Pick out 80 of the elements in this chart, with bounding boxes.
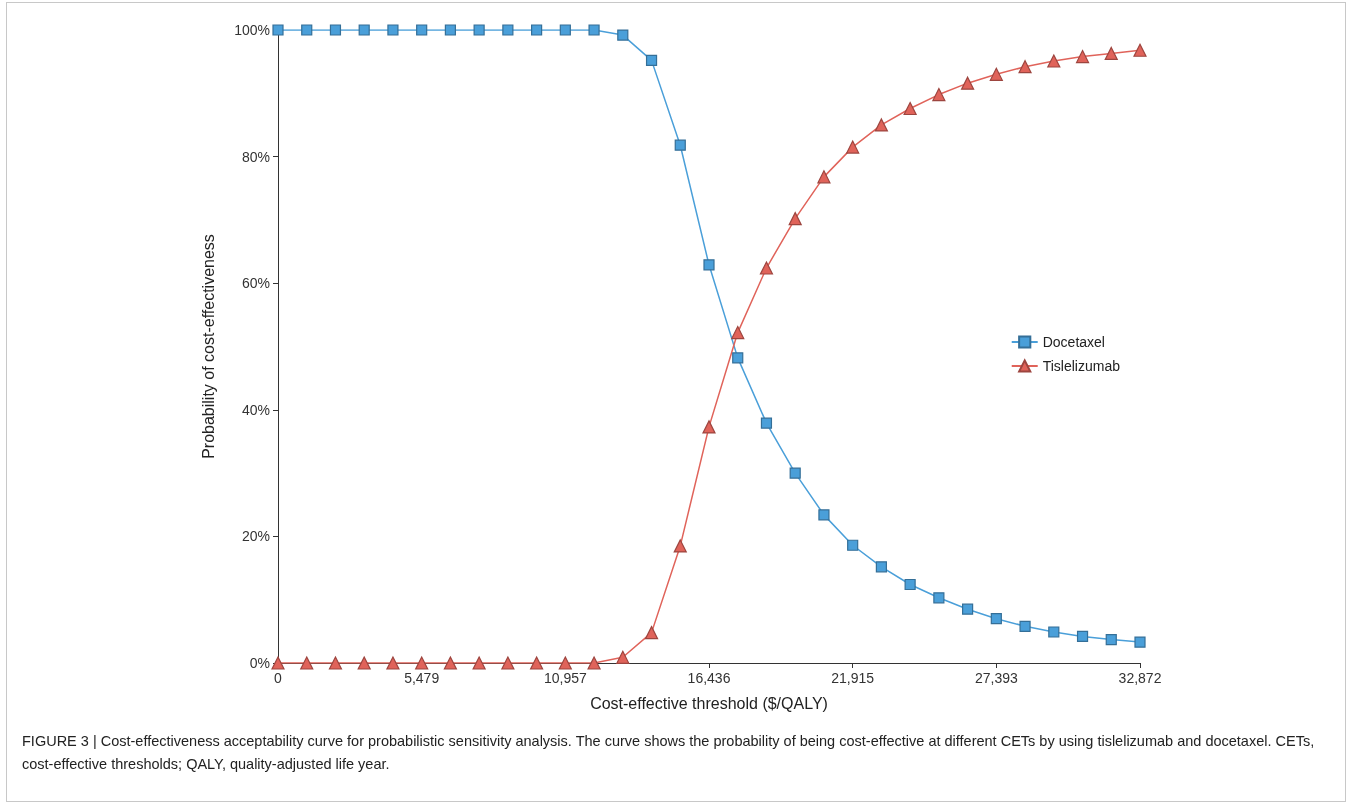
point <box>443 656 457 670</box>
point <box>1133 43 1147 57</box>
point <box>329 24 342 36</box>
x-tick-label: 5,479 <box>404 670 440 686</box>
x-tick-label: 21,915 <box>831 670 875 686</box>
y-tick-label: 60% <box>241 275 270 292</box>
y-axis-title: Probability of cost-effectiveness <box>199 234 217 459</box>
point <box>789 467 801 479</box>
x-tick-label: 16,436 <box>687 670 731 686</box>
y-tick-label: 40% <box>241 401 270 418</box>
point <box>1018 60 1032 74</box>
point <box>1105 633 1117 646</box>
point <box>760 417 773 429</box>
x-axis-title: Cost-effective threshold ($/QALY) <box>590 694 828 712</box>
point <box>271 656 285 670</box>
point <box>644 626 659 640</box>
point <box>990 613 1002 625</box>
legend-label: Docetaxel <box>1042 334 1105 350</box>
x-tick-label: 27,393 <box>974 670 1018 686</box>
point <box>645 54 658 66</box>
point <box>387 24 399 36</box>
x-tick-label: 0 <box>274 670 283 686</box>
point <box>386 656 400 670</box>
point <box>817 170 831 184</box>
point <box>673 539 687 553</box>
point <box>1104 46 1118 61</box>
point <box>530 656 544 670</box>
point <box>846 140 860 154</box>
point <box>301 24 313 36</box>
point <box>531 24 543 36</box>
y-tick-label: 100% <box>234 22 270 38</box>
point <box>703 259 715 271</box>
point <box>328 656 343 670</box>
point <box>357 656 371 670</box>
point <box>962 603 974 615</box>
point <box>903 101 917 116</box>
point <box>874 118 888 132</box>
point <box>1075 49 1090 64</box>
y-tick-label: 20% <box>241 528 270 545</box>
point <box>472 656 486 670</box>
point <box>587 656 601 670</box>
point <box>444 24 456 36</box>
point <box>932 87 946 102</box>
point <box>616 650 630 664</box>
point <box>588 24 600 36</box>
point <box>1019 620 1031 632</box>
point <box>961 76 975 90</box>
point <box>731 325 745 340</box>
x-tick-label: 10,957 <box>543 670 587 686</box>
point <box>759 261 774 275</box>
point <box>875 561 887 573</box>
point <box>1047 54 1061 68</box>
point <box>933 592 945 604</box>
y-tick-label: 80% <box>241 148 270 165</box>
point <box>847 539 859 551</box>
point <box>788 212 802 226</box>
point <box>559 24 571 36</box>
point <box>818 509 830 521</box>
point <box>416 24 428 36</box>
point <box>674 139 686 151</box>
point <box>415 656 429 670</box>
point <box>1134 636 1146 648</box>
point <box>904 578 916 591</box>
point <box>1048 626 1060 638</box>
point <box>358 24 370 36</box>
x-tick-label: 32,872 <box>1118 670 1162 686</box>
y-tick-label: 0% <box>249 655 270 671</box>
point <box>300 656 314 670</box>
point <box>989 67 1003 81</box>
point <box>272 24 284 36</box>
point <box>558 656 572 670</box>
point <box>473 24 485 36</box>
point <box>702 420 716 434</box>
point <box>617 29 629 41</box>
point <box>501 656 515 670</box>
legend-label: Tislelizumab <box>1042 358 1121 374</box>
point <box>1076 630 1089 643</box>
point <box>502 24 514 36</box>
point <box>732 352 744 364</box>
caption: FIGURE 3 | Cost-effectiveness acceptability curve for probabilistic sensitivity analysis. The curve shows the probability of being cost-effective at different CETs by using tislelizumab and docetaxel. CETs, cost-effective thresholds; QALY, quality-adjusted life year. <box>22 732 1316 774</box>
